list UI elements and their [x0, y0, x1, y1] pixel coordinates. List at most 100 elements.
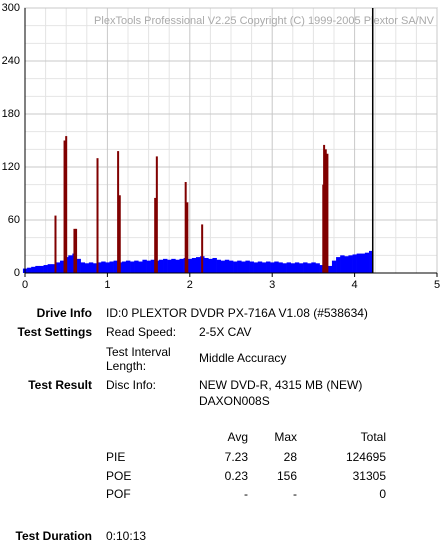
x-tick-label: 3 — [269, 279, 275, 291]
poe-spike — [75, 228, 78, 273]
pie-bar — [55, 262, 61, 273]
pie-bar — [212, 257, 217, 273]
stats-value: 31305 — [352, 468, 386, 483]
pie-bar — [270, 262, 275, 273]
pie-bar — [97, 262, 102, 273]
poe-spike — [54, 215, 57, 273]
pie-bar — [60, 260, 65, 273]
pie-bar — [88, 262, 94, 273]
key: Test Interval Length: — [106, 345, 171, 373]
chart: PlexTools Professional V2.25 Copyright (… — [2, 2, 440, 291]
value: ID:0 PLEXTOR DVDR PX-716A V1.08 (#538634… — [106, 306, 368, 320]
pie-bar — [204, 257, 209, 273]
poe-spike — [154, 197, 157, 273]
poe-spike — [118, 195, 121, 273]
poe-spike — [117, 151, 120, 273]
pie-bar — [150, 259, 156, 273]
y-tick-label: 60 — [8, 214, 20, 226]
x-tick-label: 4 — [352, 279, 358, 291]
stats-value: 0 — [379, 487, 386, 501]
pie-bar — [84, 263, 90, 273]
pie-bar — [216, 259, 221, 273]
pie-bar — [298, 263, 304, 273]
pie-bar — [274, 261, 279, 273]
pie-bar — [101, 261, 106, 273]
pie-bar — [146, 260, 151, 273]
stats-value: 156 — [276, 468, 297, 483]
pie-bar — [195, 257, 201, 273]
poe-spike — [184, 182, 187, 273]
pie-bar — [167, 259, 172, 273]
pie-bar — [249, 261, 254, 273]
poe-spike — [323, 144, 326, 273]
poe-spike — [201, 224, 204, 273]
stats-header: Avg — [227, 430, 248, 444]
pie-bar — [171, 258, 176, 273]
pie-bar — [356, 253, 362, 273]
pie-bar — [51, 264, 57, 273]
pie-bar — [134, 260, 139, 273]
stats-header: Max — [274, 430, 297, 444]
watermark: PlexTools Professional V2.25 Copyright (… — [94, 15, 435, 27]
pie-bar — [109, 261, 114, 273]
pie-bar — [294, 262, 300, 273]
stats-name: POF — [106, 487, 131, 501]
pie-bar — [125, 260, 131, 273]
label: Drive Info — [36, 306, 92, 320]
poe-spike — [324, 149, 327, 273]
pie-bar — [237, 260, 242, 273]
value: NEW DVD-R, 4315 MB (NEW) — [199, 378, 363, 392]
pie-bar — [208, 258, 213, 273]
pie-bar — [352, 254, 357, 273]
label: Test Duration — [15, 529, 92, 543]
x-tick-label: 2 — [187, 279, 193, 291]
pie-bar — [369, 250, 374, 273]
pie-bar — [233, 261, 238, 273]
pie-bar — [278, 262, 283, 273]
label: Test Settings — [17, 325, 92, 339]
pie-bar — [344, 256, 349, 273]
stats-header: Total — [360, 430, 386, 444]
poe-spike — [155, 156, 158, 273]
pie-bar — [39, 265, 44, 273]
pie-bar — [27, 267, 32, 273]
y-tick-label: 120 — [2, 161, 20, 173]
pie-bar — [175, 259, 180, 273]
pie-bar — [92, 263, 98, 273]
poe-spike — [96, 158, 99, 273]
pie-bar — [47, 264, 53, 273]
pie-bar — [315, 263, 320, 273]
stats-value: 7.23 — [224, 450, 248, 464]
pie-bar — [282, 263, 287, 273]
key: Disc Info: — [106, 378, 157, 392]
value: DAXON008S — [199, 394, 270, 408]
pie-bar — [179, 258, 184, 273]
pie-bar — [130, 261, 135, 273]
key: Read Speed: — [106, 325, 177, 339]
y-tick-label: 300 — [2, 2, 20, 14]
pie-bar — [245, 260, 250, 273]
poe-spike — [326, 153, 329, 273]
pie-bar — [224, 259, 230, 273]
pie-bar — [138, 261, 143, 273]
pie-bar — [290, 263, 296, 273]
pie-bar — [360, 253, 366, 273]
poe-spike — [63, 140, 66, 273]
pie-bar — [121, 261, 127, 273]
pie-bar — [303, 262, 308, 273]
pie-bar — [331, 260, 337, 273]
pie-bar — [336, 257, 341, 273]
pie-bar — [158, 259, 164, 273]
pie-bar — [113, 260, 118, 273]
pie-bar — [261, 262, 267, 273]
pie-bar — [228, 260, 234, 273]
y-tick-label: 0 — [14, 267, 20, 279]
pie-bar — [191, 257, 197, 273]
stats-value: 28 — [283, 450, 297, 464]
y-tick-label: 180 — [2, 108, 20, 120]
pie-bar — [105, 262, 110, 273]
y-tick-label: 240 — [2, 55, 20, 67]
stats-value: - — [244, 487, 248, 501]
pie-bar — [68, 255, 73, 273]
